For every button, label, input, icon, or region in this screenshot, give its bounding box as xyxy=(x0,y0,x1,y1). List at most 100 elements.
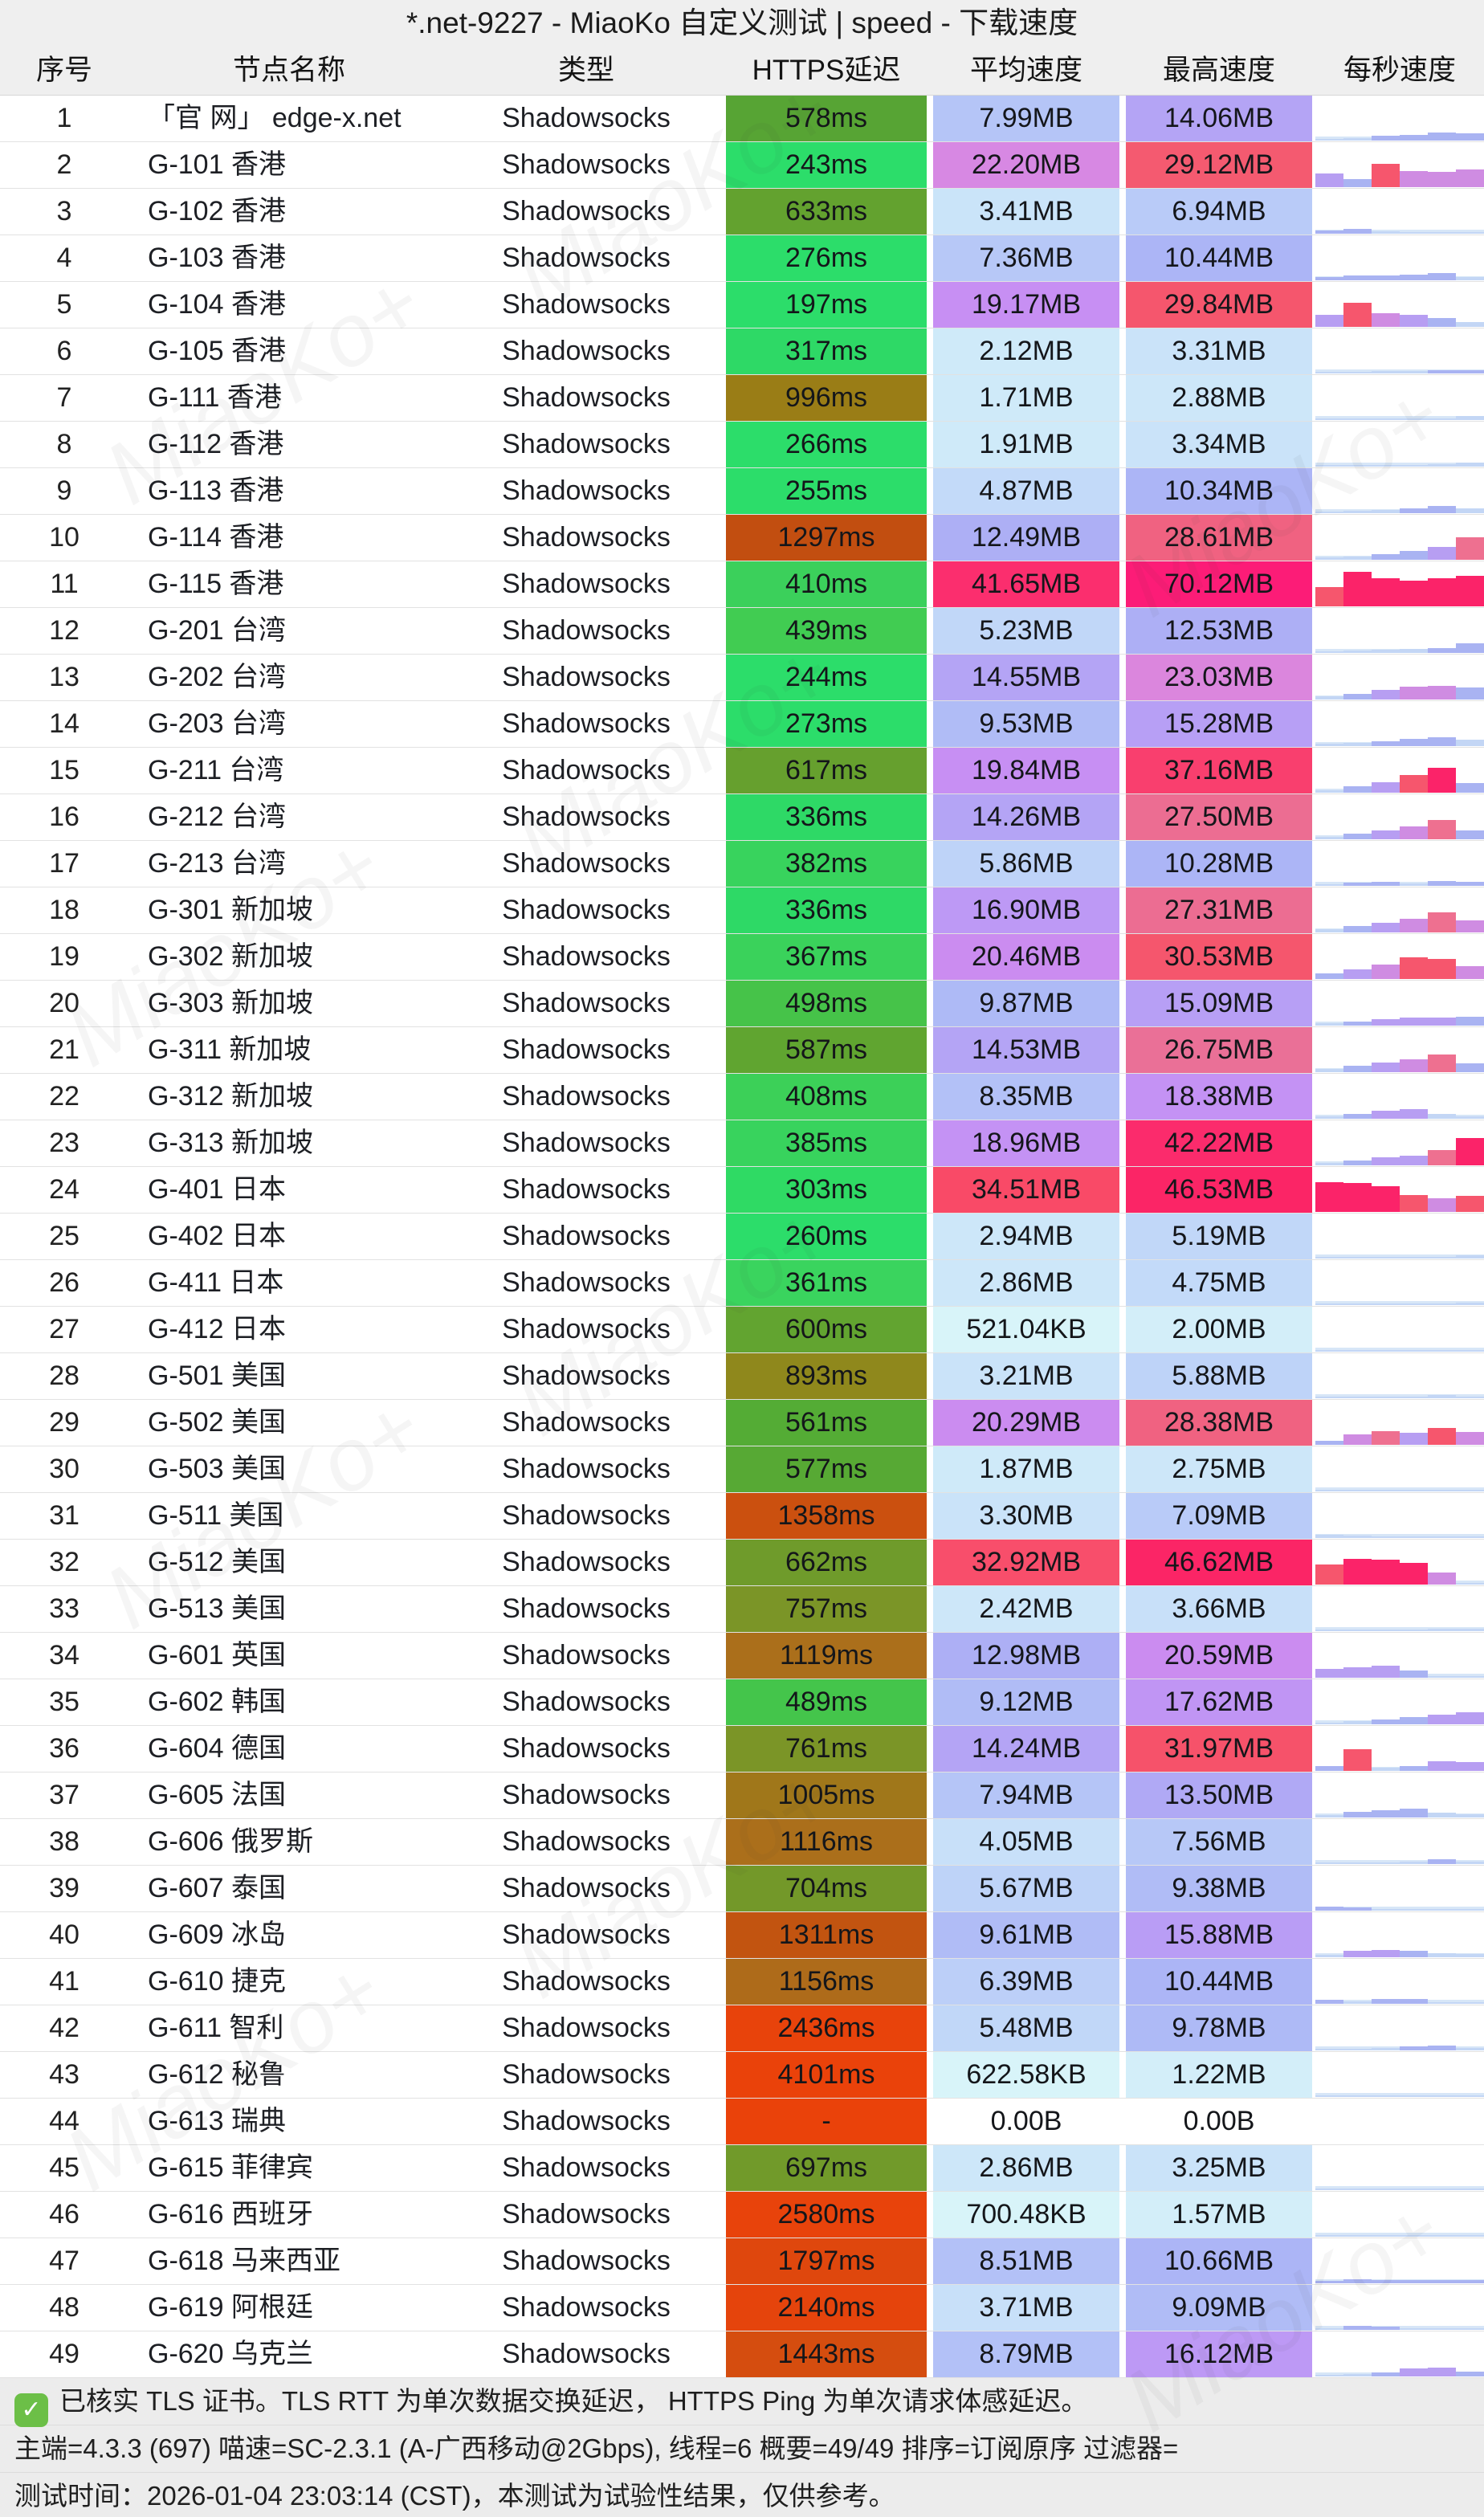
cell-index: 23 xyxy=(49,1128,80,1158)
cell-speed-sparkline xyxy=(1315,701,1484,747)
spark-bars xyxy=(1315,2331,1484,2376)
cell-https-latency: 4101ms xyxy=(726,2052,927,2098)
spark-bar xyxy=(1456,1536,1484,1538)
cell-type: Shadowsocks xyxy=(502,569,671,599)
spark-bar xyxy=(1428,1859,1456,1864)
spark-bar xyxy=(1428,737,1456,746)
spark-bar xyxy=(1400,2280,1428,2283)
spark-bars xyxy=(1315,887,1484,932)
spark-bars xyxy=(1315,1400,1484,1445)
spark-bar xyxy=(1315,1257,1343,1258)
cell-speed-sparkline xyxy=(1315,1540,1484,1585)
footer-tls-line: ✓ 已核实 TLS 证书。TLS RTT 为单次数据交换延迟， HTTPS Pin… xyxy=(0,2378,1484,2427)
spark-bars xyxy=(1315,841,1484,886)
cell-index: 25 xyxy=(49,1221,80,1251)
table-row: 6 G-105 香港 Shadowsocks 317ms 2.12MB 3.31MB xyxy=(0,328,1484,375)
cell-speed-sparkline xyxy=(1315,96,1484,141)
cell-https-latency: 255ms xyxy=(726,468,927,514)
spark-bar xyxy=(1343,2095,1372,2097)
spark-bar xyxy=(1343,229,1372,234)
cell-index: 15 xyxy=(49,755,80,785)
cell-index: 33 xyxy=(49,1593,80,1624)
table-row: 48 G-619 阿根廷 Shadowsocks 2140ms 3.71MB 9.09MB xyxy=(0,2285,1484,2331)
cell-node-name: G-411 日本 xyxy=(148,1267,284,1298)
spark-bar xyxy=(1400,1397,1428,1398)
cell-https-latency: 498ms xyxy=(726,981,927,1026)
table-row: 15 G-211 台湾 Shadowsocks 617ms 19.84MB 37.16MB xyxy=(0,748,1484,794)
cell-type: Shadowsocks xyxy=(502,848,671,879)
spark-bar xyxy=(1400,2189,1428,2190)
spark-bar xyxy=(1456,1196,1484,1212)
spark-bars xyxy=(1315,328,1484,373)
cell-node-name: G-313 新加坡 xyxy=(148,1128,313,1158)
spark-bar xyxy=(1400,1018,1428,1026)
cell-max-speed: 2.75MB xyxy=(1126,1446,1312,1492)
spark-bars xyxy=(1315,1167,1484,1212)
spark-bar xyxy=(1400,687,1428,700)
verified-check-icon: ✓ xyxy=(14,2393,48,2427)
cell-avg-speed: 2.94MB xyxy=(933,1214,1119,1259)
spark-bar xyxy=(1372,1950,1400,1957)
spark-bar xyxy=(1456,687,1484,700)
spark-bar xyxy=(1315,2281,1343,2283)
cell-node-name: G-301 新加坡 xyxy=(148,895,313,925)
cell-index: 5 xyxy=(56,289,72,320)
spark-bar xyxy=(1400,1059,1428,1072)
spark-baseline xyxy=(1315,230,1484,234)
spark-bar xyxy=(1400,1951,1428,1957)
cell-speed-sparkline xyxy=(1315,934,1484,980)
spark-bar xyxy=(1456,416,1484,420)
spark-bar xyxy=(1456,1676,1484,1678)
spark-bar xyxy=(1456,2095,1484,2097)
cell-node-name: G-112 香港 xyxy=(148,429,284,459)
spark-bar xyxy=(1343,1559,1372,1585)
cell-type: Shadowsocks xyxy=(502,1221,671,1251)
spark-bar xyxy=(1343,418,1372,420)
spark-bar xyxy=(1372,830,1400,839)
spark-bars xyxy=(1315,1120,1484,1165)
cell-speed-sparkline xyxy=(1315,1912,1484,1958)
table-row: 43 G-612 秘鲁 Shadowsocks 4101ms 622.58KB 1.22M… xyxy=(0,2052,1484,2099)
cell-max-speed: 23.03MB xyxy=(1126,655,1312,700)
spark-baseline xyxy=(1315,1487,1484,1491)
spark-bar xyxy=(1315,1069,1343,1072)
spark-bar xyxy=(1343,1907,1372,1911)
table-row: 29 G-502 美国 Shadowsocks 561ms 20.29MB 28.38MB xyxy=(0,1400,1484,1446)
cell-index: 36 xyxy=(49,1733,80,1764)
spark-bar xyxy=(1372,1397,1400,1398)
cell-type: Shadowsocks xyxy=(502,802,671,832)
cell-index: 32 xyxy=(49,1547,80,1577)
spark-bar xyxy=(1428,273,1456,280)
cell-node-name: G-607 泰国 xyxy=(148,1873,286,1903)
cell-speed-sparkline xyxy=(1315,1819,1484,1865)
spark-bar xyxy=(1343,1114,1372,1119)
cell-index: 45 xyxy=(49,2152,80,2183)
cell-index: 47 xyxy=(49,2246,80,2276)
spark-bar xyxy=(1456,966,1484,979)
cell-https-latency: 361ms xyxy=(726,1260,927,1306)
cell-speed-sparkline xyxy=(1315,608,1484,654)
cell-avg-speed: 8.79MB xyxy=(933,2331,1119,2377)
cell-avg-speed: 22.20MB xyxy=(933,142,1119,188)
cell-avg-speed: 2.12MB xyxy=(933,328,1119,374)
spark-bar xyxy=(1456,2235,1484,2237)
spark-bar xyxy=(1428,578,1456,606)
spark-bar xyxy=(1372,923,1400,932)
spark-bar xyxy=(1428,2368,1456,2376)
spark-bar xyxy=(1372,1063,1400,1072)
cell-index: 6 xyxy=(56,336,72,366)
cell-https-latency: 336ms xyxy=(726,887,927,933)
cell-type: Shadowsocks xyxy=(502,1547,671,1577)
cell-https-latency: 266ms xyxy=(726,422,927,467)
table-row: 4 G-103 香港 Shadowsocks 276ms 7.36MB 10.44MB xyxy=(0,235,1484,282)
cell-max-speed: 6.94MB xyxy=(1126,189,1312,235)
cell-type: Shadowsocks xyxy=(502,755,671,785)
spark-bar xyxy=(1400,1490,1428,1491)
col-header-index: 序号 xyxy=(35,55,92,86)
cell-https-latency: 1797ms xyxy=(726,2238,927,2284)
cell-type: Shadowsocks xyxy=(502,615,671,646)
table-row: 22 G-312 新加坡 Shadowsocks 408ms 8.35MB 18.38MB xyxy=(0,1074,1484,1120)
spark-bar xyxy=(1315,230,1343,234)
spark-bar xyxy=(1343,651,1372,653)
cell-node-name: G-105 香港 xyxy=(148,336,286,366)
